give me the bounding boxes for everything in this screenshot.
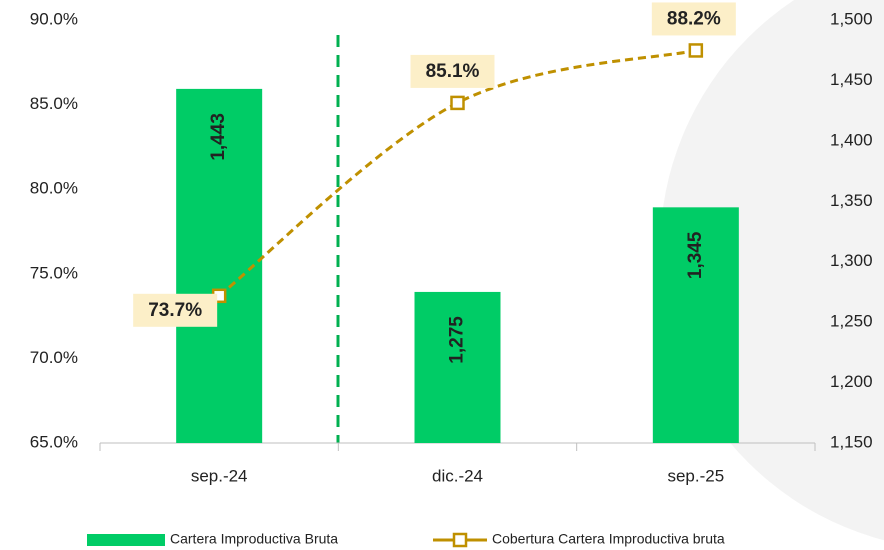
y2-tick-label: 1,400 <box>830 130 873 149</box>
y-tick-label: 80.0% <box>30 179 78 198</box>
line-marker <box>688 43 704 58</box>
x-tick-label: sep.-24 <box>191 466 248 485</box>
legend-swatch <box>87 534 165 546</box>
legend-label: Cartera Improductiva Bruta <box>170 531 338 547</box>
legend-marker <box>452 532 468 548</box>
x-tick-label: dic.-24 <box>432 466 483 485</box>
bar <box>652 207 739 443</box>
bar <box>176 88 263 443</box>
value-label-box <box>133 293 218 327</box>
bar-value-label: 1,275 <box>447 316 468 364</box>
y-tick-label: 85.0% <box>30 94 78 113</box>
y2-tick-label: 1,300 <box>830 251 873 270</box>
y-tick-label: 70.0% <box>30 348 78 367</box>
line-value-label: 88.2% <box>667 8 721 29</box>
y2-tick-label: 1,200 <box>830 372 873 391</box>
y2-tick-label: 1,150 <box>830 432 873 451</box>
line-value-label: 73.7% <box>148 300 202 321</box>
y2-tick-label: 1,250 <box>830 312 873 331</box>
legend-label: Cobertura Cartera Improductiva bruta <box>492 531 725 547</box>
y-tick-label: 65.0% <box>30 432 78 451</box>
y-tick-label: 75.0% <box>30 263 78 282</box>
line-value-label: 85.1% <box>426 61 480 82</box>
y-tick-label: 90.0% <box>30 9 78 28</box>
y2-tick-label: 1,350 <box>830 191 873 210</box>
line-marker <box>450 95 465 111</box>
y2-tick-label: 1,500 <box>830 9 873 28</box>
value-label-box <box>410 54 495 88</box>
y2-tick-label: 1,450 <box>830 70 873 89</box>
bar-value-label: 1,443 <box>208 113 229 161</box>
bar <box>414 291 501 443</box>
bar-value-label: 1,345 <box>685 231 706 279</box>
x-tick-label: sep.-25 <box>667 466 724 485</box>
value-label-box <box>651 2 736 36</box>
